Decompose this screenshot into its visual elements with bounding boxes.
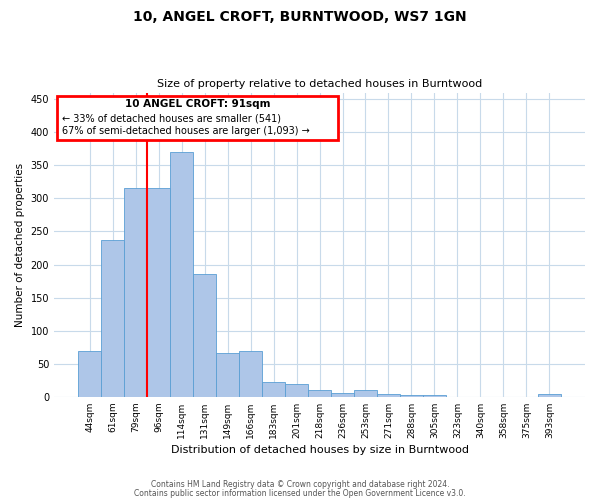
Bar (193, 274, 216, 397)
Bar (377, 394, 400, 397)
Bar (170, 152, 193, 397)
Y-axis label: Number of detached properties: Number of detached properties (15, 162, 25, 326)
Bar (262, 382, 285, 397)
Text: Contains HM Land Registry data © Crown copyright and database right 2024.: Contains HM Land Registry data © Crown c… (151, 480, 449, 489)
Bar (285, 384, 308, 397)
Bar (124, 188, 147, 397)
Text: ← 33% of detached houses are smaller (541): ← 33% of detached houses are smaller (54… (62, 114, 281, 124)
Bar (147, 188, 170, 397)
Bar (538, 394, 561, 397)
Bar (308, 390, 331, 397)
Bar (216, 352, 239, 397)
Text: 10 ANGEL CROFT: 91sqm: 10 ANGEL CROFT: 91sqm (125, 98, 270, 108)
Text: 10, ANGEL CROFT, BURNTWOOD, WS7 1GN: 10, ANGEL CROFT, BURNTWOOD, WS7 1GN (133, 10, 467, 24)
Bar (354, 390, 377, 397)
Bar (78, 350, 101, 397)
Bar (400, 396, 423, 397)
X-axis label: Distribution of detached houses by size in Burntwood: Distribution of detached houses by size … (170, 445, 469, 455)
Text: Contains public sector information licensed under the Open Government Licence v3: Contains public sector information licen… (134, 489, 466, 498)
Bar (101, 240, 124, 397)
Bar (331, 393, 354, 397)
Text: 67% of semi-detached houses are larger (1,093) →: 67% of semi-detached houses are larger (… (62, 126, 310, 136)
Title: Size of property relative to detached houses in Burntwood: Size of property relative to detached ho… (157, 79, 482, 89)
Bar (423, 396, 446, 397)
FancyBboxPatch shape (56, 96, 338, 140)
Bar (239, 350, 262, 397)
